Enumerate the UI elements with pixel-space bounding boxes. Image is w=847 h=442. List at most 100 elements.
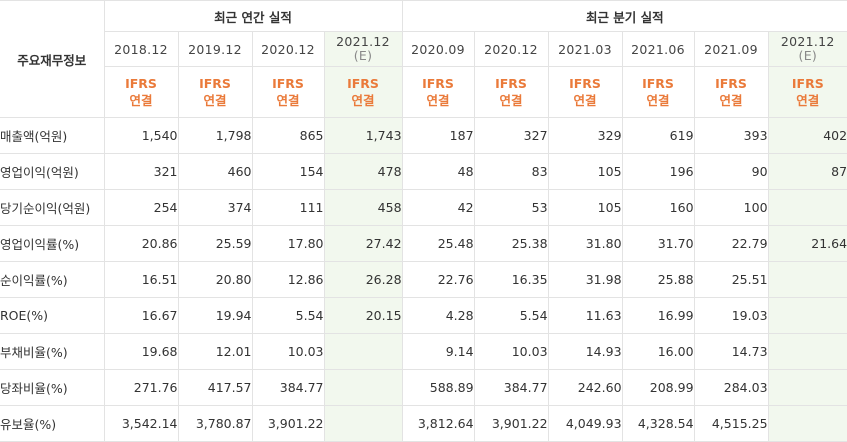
table-row: 당좌비율(%) 271.76 417.57 384.77 588.89 384.77 242…	[0, 369, 847, 406]
table-cell: 402	[767, 117, 847, 154]
consolidated-label: 연결	[129, 93, 153, 108]
consolidated-label: 연결	[796, 93, 820, 108]
table-cell: 374	[177, 189, 253, 226]
annual-group-header: 최근 연간 실적	[103, 0, 403, 32]
accounting-basis-5: IFRS 연결	[473, 66, 549, 118]
table-cell: 19.94	[177, 297, 253, 334]
table-cell	[767, 189, 847, 226]
row-header-title: 주요재무정보	[0, 0, 105, 118]
period-date-4: 2020.09	[401, 31, 475, 67]
ifrs-label: IFRS	[715, 76, 747, 91]
consolidated-label: 연결	[203, 93, 227, 108]
table-body: 매출액(억원) 1,540 1,798 865 1,743 187 327 329 619 393…	[0, 117, 847, 442]
row-label: 당기순이익(억원)	[0, 189, 105, 226]
table-cell: 196	[621, 153, 695, 190]
consolidated-label: 연결	[426, 93, 450, 108]
row-label: 영업이익률(%)	[0, 225, 105, 262]
accounting-basis-3: IFRS 연결	[323, 66, 403, 118]
table-cell: 384.77	[473, 369, 549, 406]
table-cell: 31.98	[547, 261, 623, 298]
period-date-label: 2021.12	[336, 34, 390, 49]
table-cell: 4.28	[401, 297, 475, 334]
ifrs-label: IFRS	[569, 76, 601, 91]
table-cell: 187	[401, 117, 475, 154]
table-cell: 25.59	[177, 225, 253, 262]
period-date-6: 2021.03	[547, 31, 623, 67]
period-date-label: 2020.12	[261, 41, 315, 57]
period-date-1: 2019.12	[177, 31, 253, 67]
period-date-label: 2020.12	[484, 41, 538, 57]
table-cell: 11.63	[547, 297, 623, 334]
table-cell	[767, 369, 847, 406]
accounting-basis-7: IFRS 연결	[621, 66, 695, 118]
table-cell: 25.38	[473, 225, 549, 262]
table-cell: 20.15	[323, 297, 403, 334]
table-cell: 19.68	[103, 333, 179, 370]
table-cell: 27.42	[323, 225, 403, 262]
period-date-label: 2018.12	[114, 41, 168, 57]
row-label: 영업이익(억원)	[0, 153, 105, 190]
table-row: 영업이익(억원) 321 460 154 478 48 83 105 196 90 87	[0, 153, 847, 190]
table-cell: 25.88	[621, 261, 695, 298]
table-cell: 100	[693, 189, 769, 226]
table-cell: 87	[767, 153, 847, 190]
table-row: 순이익률(%) 16.51 20.80 12.86 26.28 22.76 16.35 31.…	[0, 261, 847, 298]
table-cell: 22.79	[693, 225, 769, 262]
table-cell: 42	[401, 189, 475, 226]
period-date-label: 2021.12	[780, 34, 835, 49]
table-cell: 865	[251, 117, 325, 154]
period-date-8: 2021.09	[693, 31, 769, 67]
table-cell: 83	[473, 153, 549, 190]
table-cell: 14.73	[693, 333, 769, 370]
table-cell: 53	[473, 189, 549, 226]
ifrs-label: IFRS	[272, 76, 304, 91]
table-cell: 17.80	[251, 225, 325, 262]
table-row: 매출액(억원) 1,540 1,798 865 1,743 187 327 329 619 393…	[0, 117, 847, 154]
period-date-label: 2019.12	[188, 41, 242, 57]
table-cell: 16.51	[103, 261, 179, 298]
table-cell: 4,515.25	[693, 405, 769, 442]
table-cell: 271.76	[103, 369, 179, 406]
ifrs-label: IFRS	[347, 76, 379, 91]
period-date-row: 2018.12 2019.12 2020.12 2021.12 (E) 2020.09 20…	[0, 31, 847, 67]
period-date-3: 2021.12 (E)	[323, 31, 403, 67]
accounting-basis-6: IFRS 연결	[547, 66, 623, 118]
table-cell: 26.28	[323, 261, 403, 298]
table-cell: 154	[251, 153, 325, 190]
accounting-basis-8: IFRS 연결	[693, 66, 769, 118]
table-cell: 160	[621, 189, 695, 226]
group-header-row: 주요재무정보 최근 연간 실적 최근 분기 실적	[0, 0, 847, 118]
consolidated-label: 연결	[276, 93, 300, 108]
row-label: 유보율(%)	[0, 405, 105, 442]
table-row: 유보율(%) 3,542.14 3,780.87 3,901.22 3,812.64 3,…	[0, 405, 847, 442]
table-cell: 460	[177, 153, 253, 190]
ifrs-label: IFRS	[125, 76, 157, 91]
row-label: ROE(%)	[0, 297, 105, 334]
period-date-label: 2020.09	[411, 41, 465, 57]
period-date-7: 2021.06	[621, 31, 695, 67]
table-cell	[767, 261, 847, 298]
table-cell: 22.76	[401, 261, 475, 298]
table-cell: 3,812.64	[401, 405, 475, 442]
table-cell: 329	[547, 117, 623, 154]
table-cell: 16.35	[473, 261, 549, 298]
table-cell: 242.60	[547, 369, 623, 406]
table-cell: 1,540	[103, 117, 179, 154]
table-cell: 478	[323, 153, 403, 190]
consolidated-label: 연결	[499, 93, 523, 108]
table-cell: 25.51	[693, 261, 769, 298]
table-cell: 393	[693, 117, 769, 154]
table-row: 당기순이익(억원) 254 374 111 458 42 53 105 160 100	[0, 189, 847, 226]
table-cell: 3,901.22	[251, 405, 325, 442]
table-cell: 1,743	[323, 117, 403, 154]
ifrs-label: IFRS	[642, 76, 674, 91]
accounting-basis-2: IFRS 연결	[251, 66, 325, 118]
accounting-basis-4: IFRS 연결	[401, 66, 475, 118]
accounting-basis-0: IFRS 연결	[104, 66, 179, 118]
table-cell: 254	[103, 189, 179, 226]
table-cell: 12.01	[177, 333, 253, 370]
table-cell: 111	[251, 189, 325, 226]
period-date-9: 2021.12 (E)	[767, 31, 847, 67]
consolidated-label: 연결	[646, 93, 670, 108]
